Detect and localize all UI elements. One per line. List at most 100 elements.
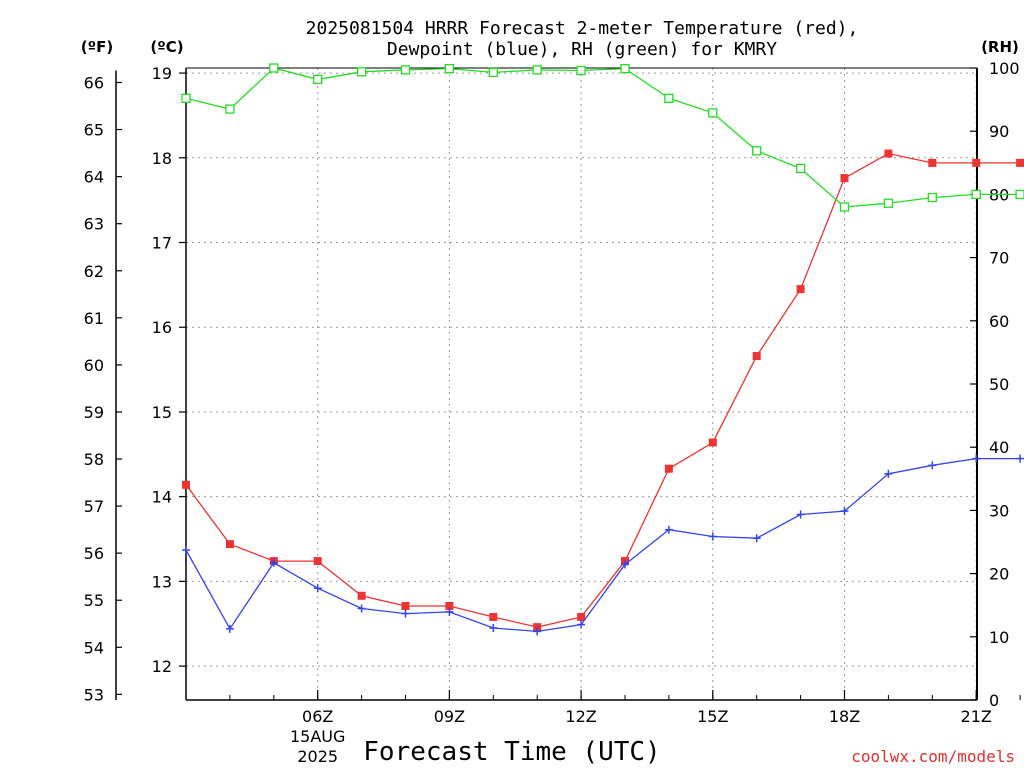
temperature-point [752,352,761,361]
rh-point [444,63,455,74]
fahrenheit-tick-label: 62 [84,262,104,281]
series-layer [181,63,1024,636]
temperature-point [533,623,542,632]
dewpoint-point [884,469,893,478]
watermark: coolwx.com/models [851,747,1015,766]
rh-point [532,65,542,75]
temperature-point [928,158,937,167]
grid-layer [186,68,977,700]
rh-point [1015,189,1024,200]
dewpoint-point [708,532,717,541]
celsius-tick-label: 16 [152,318,172,337]
dewpoint-point [577,620,586,629]
temperature-point [357,591,366,600]
rh-tick-label: 0 [989,691,999,710]
rh-point [839,202,850,212]
dewpoint-point [928,461,937,470]
rh-point [488,67,498,78]
temperature-point [445,601,454,610]
fahrenheit-tick-label: 59 [84,403,104,422]
celsius-tick-label: 13 [152,572,172,591]
rh-point [927,192,937,203]
rh-point [752,146,762,156]
rh-tick-label: 10 [989,628,1009,647]
fahrenheit-tick-label: 56 [84,544,104,563]
fahrenheit-tick-label: 54 [84,638,104,657]
dewpoint-point [840,507,849,516]
x-tick-label: 15Z [697,707,728,726]
dewpoint-point [796,510,805,519]
temperature-point [972,158,981,167]
fahrenheit-tick-label: 58 [84,450,104,469]
x-tick-label: 12Z [565,707,596,726]
x-tick-label: 09Z [434,707,465,726]
dewpoint-point [752,534,761,543]
x-tick-label: 21Z [961,707,992,726]
celsius-tick-label: 19 [152,64,172,83]
temperature-point [708,438,717,447]
fahrenheit-tick-label: 64 [84,168,104,187]
dewpoint-point [533,627,542,636]
fahrenheit-unit-label: (ºF) [81,38,113,56]
dewpoint-point [972,454,981,463]
dewpoint-point [445,607,454,616]
celsius-tick-label: 15 [152,403,172,422]
rh-tick-label: 70 [989,249,1009,268]
fahrenheit-tick-label: 53 [84,685,104,704]
rh-unit-label: (RH) [981,38,1019,56]
rh-tick-label: 40 [989,438,1009,457]
celsius-unit-label: (ºC) [150,38,183,56]
dewpoint-point [489,623,498,632]
rh-point [620,63,630,74]
fahrenheit-tick-label: 63 [84,215,104,234]
fahrenheit-tick-label: 61 [84,309,104,328]
temperature-point [401,601,410,610]
dewpoint-point [664,525,673,534]
x-tick-label: 18Z [829,707,860,726]
celsius-tick-label: 12 [152,657,172,676]
dewpoint-point [269,558,278,567]
celsius-tick-label: 14 [152,488,172,507]
x-tick-year-label: 2025 [297,747,338,766]
x-tick-label: 06Z [302,707,333,726]
chart-title-line1: 2025081504 HRRR Forecast 2-meter Tempera… [306,18,859,39]
rh-point [356,67,367,77]
rh-tick-label: 30 [989,501,1009,520]
temperature-point [796,285,805,294]
dewpoint-point [1016,454,1024,463]
temperature-point [577,612,586,621]
temperature-point [664,464,673,473]
rh-series-line [185,67,1021,208]
dewpoint-series-line [185,457,1021,633]
axes-layer: 53 54 55 56 57 58 59 60 61 62 63 64 65 66 12 13 14 15 16 17… [84,59,1021,766]
x-tick-date-label: 15AUG [290,727,345,746]
dewpoint-point [401,609,410,618]
rh-point [795,163,806,174]
celsius-tick-label: 18 [152,149,172,168]
fahrenheit-tick-label: 66 [84,73,104,92]
dewpoint-point [313,584,322,593]
rh-tick-label: 100 [989,59,1020,78]
celsius-tick-label: 17 [152,234,172,253]
chart-title-line2: Dewpoint (blue), RH (green) for KMRY [387,39,777,60]
dewpoint-point [182,546,190,555]
rh-point [400,65,411,75]
fahrenheit-tick-label: 65 [84,121,104,140]
rh-point [225,104,235,114]
rh-tick-label: 90 [989,122,1009,141]
rh-point [971,189,981,200]
rh-point [664,93,674,103]
temperature-point [1016,158,1024,167]
rh-point [313,74,323,85]
rh-point [269,63,279,73]
fahrenheit-tick-label: 57 [84,497,104,516]
temperature-point [182,480,190,489]
rh-tick-label: 50 [989,375,1009,394]
fahrenheit-tick-label: 60 [84,356,104,375]
temperature-point [884,149,893,158]
temperature-point [313,557,322,566]
temperature-point [489,612,498,621]
dewpoint-point [621,560,629,569]
temperature-series-line [185,152,1021,628]
rh-tick-label: 20 [989,565,1009,584]
